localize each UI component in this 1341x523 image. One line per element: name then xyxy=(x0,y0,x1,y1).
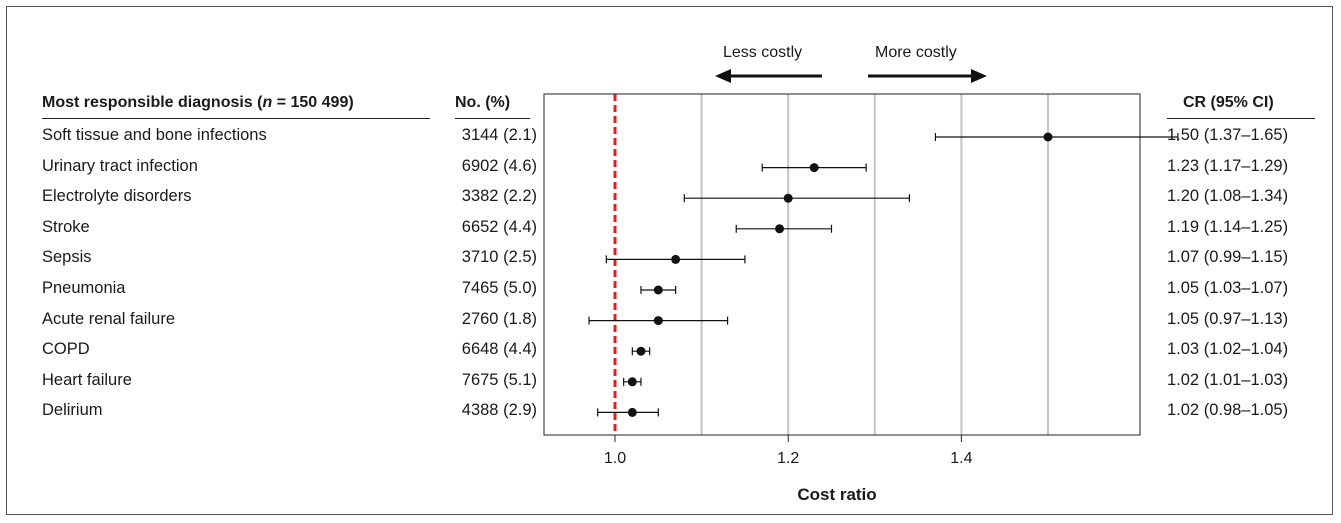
row-diagnosis-label: Stroke xyxy=(42,217,90,236)
row-count-value: 7675 (5.1) xyxy=(461,370,537,389)
diagnosis-header-rule xyxy=(42,118,430,119)
row-cr-value: 1.19 (1.14–1.25) xyxy=(1167,217,1289,236)
point-estimate xyxy=(783,193,793,203)
point-estimate xyxy=(627,407,637,417)
row-count-value: 3710 (2.5) xyxy=(461,248,537,267)
x-tick-label: 1.4 xyxy=(950,450,972,467)
row-cr-value: 1.50 (1.37–1.65) xyxy=(1167,126,1289,144)
row-diagnosis-label: Electrolyte disorders xyxy=(42,187,192,206)
row-diagnosis-label: Pneumonia xyxy=(42,279,126,297)
row-count-value: 3144 (2.1) xyxy=(461,126,537,144)
row-cr-value: 1.05 (0.97–1.13) xyxy=(1167,309,1289,328)
row-count-value: 2760 (1.8) xyxy=(461,309,537,328)
point-estimate xyxy=(636,346,646,356)
row-count-value: 6902 (4.6) xyxy=(461,156,537,175)
x-axis: 1.0 1.2 1.4 xyxy=(604,435,973,467)
row-cr-value: 1.02 (0.98–1.05) xyxy=(1167,401,1289,420)
point-estimate xyxy=(809,163,819,173)
row-count-value: 6648 (4.4) xyxy=(461,340,537,359)
row-count-value: 3382 (2.2) xyxy=(461,187,537,206)
row-diagnosis-label: Sepsis xyxy=(42,248,92,267)
less-costly-arrowhead xyxy=(715,69,731,83)
x-axis-title: Cost ratio xyxy=(797,485,876,504)
less-costly-label: Less costly xyxy=(723,44,803,61)
row-cr-value: 1.23 (1.17–1.29) xyxy=(1167,156,1289,175)
row-diagnosis-label: COPD xyxy=(42,340,90,359)
row-diagnosis-label: Heart failure xyxy=(42,370,132,389)
row-count-value: 6652 (4.4) xyxy=(461,217,537,236)
row-cr-value: 1.07 (0.99–1.15) xyxy=(1167,248,1289,267)
row-cr-value: 1.02 (1.01–1.03) xyxy=(1167,370,1289,389)
x-tick-label: 1.2 xyxy=(777,450,799,467)
point-estimate xyxy=(653,316,663,326)
row-cr-value: 1.05 (1.03–1.07) xyxy=(1167,279,1289,297)
plot-area-border xyxy=(543,93,1141,436)
row-diagnosis-label: Acute renal failure xyxy=(42,309,175,328)
point-estimates xyxy=(588,132,1179,417)
row-cr-value: 1.03 (1.02–1.04) xyxy=(1167,340,1289,359)
count-header: No. (%) xyxy=(455,94,511,111)
more-costly-label: More costly xyxy=(875,44,957,61)
row-count-value: 7465 (5.0) xyxy=(461,279,537,297)
gridlines xyxy=(700,94,1049,435)
point-estimate xyxy=(671,254,681,264)
count-header-rule xyxy=(455,118,530,119)
row-count-value: 4388 (2.9) xyxy=(461,401,537,420)
figure-frame xyxy=(6,6,1333,515)
diagnosis-header: Most responsible diagnosis (n = 150 499) xyxy=(42,94,354,111)
row-cr-value: 1.20 (1.08–1.34) xyxy=(1167,187,1289,206)
direction-arrows xyxy=(715,69,987,83)
x-tick-label: 1.0 xyxy=(604,450,626,467)
cr-header: CR (95% CI) xyxy=(1183,94,1274,111)
more-costly-arrowhead xyxy=(971,69,987,83)
row-diagnosis-label: Soft tissue and bone infections xyxy=(42,126,267,144)
point-estimate xyxy=(1043,132,1053,142)
point-estimate xyxy=(775,224,785,234)
point-estimate xyxy=(627,377,637,387)
cr-header-rule xyxy=(1167,118,1315,119)
point-estimate xyxy=(653,285,663,295)
row-diagnosis-label: Urinary tract infection xyxy=(42,156,198,175)
row-diagnosis-label: Delirium xyxy=(42,401,103,420)
